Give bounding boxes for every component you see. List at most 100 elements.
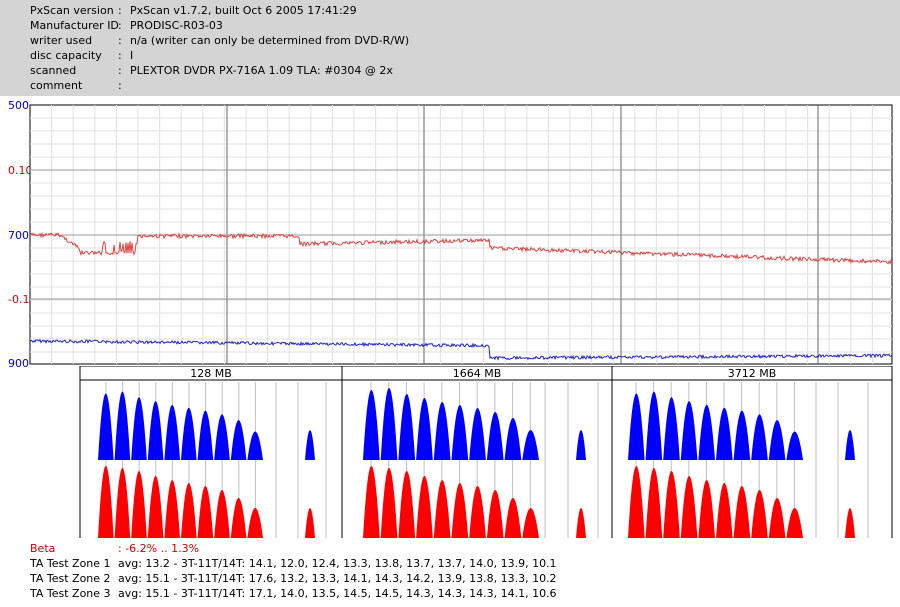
ta-top-bump (214, 414, 230, 460)
ta-zone-row-value: avg: 15.1 - 3T-11T/14T: 17.6, 13.2, 13.3… (118, 572, 557, 585)
ta-zone-row: TA Test Zone 1 avg: 13.2 - 3T-11T/14T: 1… (30, 556, 557, 571)
ta-top-bump (522, 430, 539, 460)
ta-top-bump (380, 388, 398, 460)
header-key: PxScan version (30, 4, 114, 17)
header-colon: : (118, 64, 122, 77)
header-colon: : (118, 34, 122, 47)
ta-bottom-bump (716, 483, 733, 538)
ta-zone-row-value: avg: 13.2 - 3T-11T/14T: 14.1, 12.0, 12.4… (118, 557, 557, 570)
ta-bottom-bump (230, 498, 247, 538)
header-colon: : (118, 49, 122, 62)
beta-value: : -6.2% .. 1.3% (118, 542, 200, 555)
ta-zone-row-label: TA Test Zone 2 (30, 572, 111, 585)
ta-top-bump (433, 402, 451, 460)
ta-bottom-bump (305, 508, 315, 538)
ta-bottom-bump (504, 498, 522, 538)
scan-info-header: PxScan version : PxScan v1.7.2, built Oc… (0, 0, 900, 96)
ta-bottom-bump (181, 483, 197, 538)
ta-bottom-bump (698, 480, 715, 538)
ta-bottom-bump (451, 483, 469, 538)
ta-bottom-bump (576, 508, 586, 538)
header-key: writer used (30, 34, 93, 47)
ta-zone-label: 128 MB (190, 367, 232, 380)
ta-top-bump (845, 430, 855, 460)
ta-bottom-bump (380, 468, 398, 538)
header-key: disc capacity (30, 49, 102, 62)
ta-zone-row: TA Test Zone 3 avg: 15.1 - 3T-11T/14T: 1… (30, 586, 557, 601)
ta-top-bump (751, 414, 768, 460)
ta-bottom-bump (486, 490, 504, 538)
ta-bottom-bump (786, 508, 803, 538)
ta-bottom-bump (645, 468, 663, 538)
ta-bottom-bump (416, 476, 433, 538)
ta-zone-label: 1664 MB (453, 367, 502, 380)
ta-zone-row: TA Test Zone 2 avg: 15.1 - 3T-11T/14T: 1… (30, 571, 557, 586)
ta-top-bump (197, 410, 214, 460)
ta-top-bump (230, 420, 247, 460)
ta-bottom-bump (768, 498, 786, 538)
ta-top-bump (663, 397, 680, 460)
ta-bottom-bump (147, 476, 164, 538)
ta-bottom-bump (398, 471, 416, 538)
ta-bottom-bump (845, 508, 855, 538)
ta-bottom-bump (98, 466, 114, 538)
header-value: I (130, 49, 134, 62)
y-axis-label: 700 (8, 229, 29, 242)
ta-top-bump (768, 420, 786, 460)
header-colon: : (118, 19, 122, 32)
ta-zone-row-label: TA Test Zone 1 (30, 557, 111, 570)
y-axis-label: 900 (8, 357, 29, 370)
ta-top-bump (247, 431, 263, 460)
ta-top-bump (504, 418, 522, 460)
ta-bottom-bump (680, 476, 698, 538)
jitter-plot (29, 104, 893, 365)
ta-zone-row-label: TA Test Zone 3 (30, 587, 111, 600)
lengths-trace (29, 338, 893, 361)
ta-marks (98, 382, 869, 538)
header-value: PLEXTOR DVDR PX-716A 1.09 TLA: #0304 @ 2… (130, 64, 393, 77)
y-axis-label: 500 (8, 99, 29, 112)
ta-bottom-bump (214, 490, 230, 538)
ta-bottom-bump (628, 466, 645, 538)
ta-zone-label: 3712 MB (728, 367, 777, 380)
header-key: Manufacturer ID (30, 19, 119, 32)
beta-label: Beta (30, 542, 56, 555)
ta-top-bump (786, 431, 803, 460)
ta-bottom-bump (363, 466, 380, 538)
ta-top-bump (363, 390, 380, 460)
ta-bottom-bump (197, 486, 214, 538)
ta-zone-row-value: avg: 15.1 - 3T-11T/14T: 17.1, 14.0, 13.5… (118, 587, 557, 600)
ta-bottom-bump (131, 471, 147, 538)
beta-row: Beta : -6.2% .. 1.3% (30, 541, 199, 556)
ta-bottom-bump (433, 480, 451, 538)
ta-top-bump (469, 408, 486, 460)
ta-top-bump (147, 401, 164, 460)
ta-bottom-bump (522, 508, 539, 538)
ta-bottom-bump (114, 468, 131, 538)
header-value: PxScan v1.7.2, built Oct 6 2005 17:41:29 (130, 4, 357, 17)
ta-top-bump (716, 407, 733, 460)
ta-bottom-bump (247, 508, 263, 538)
header-value: n/a (writer can only be determined from … (130, 34, 410, 47)
ta-bottom-bump (751, 490, 768, 538)
ta-top-bump (698, 404, 715, 460)
ta-top-bump (645, 391, 663, 460)
ta-top-bump (486, 412, 504, 460)
header-colon: : (118, 4, 122, 17)
plot-grid (29, 104, 893, 365)
jitter-trace (29, 231, 893, 265)
header-value: PRODISC-R03-03 (130, 19, 223, 32)
ta-top-bump (451, 405, 469, 460)
ta-top-bump (181, 407, 197, 460)
ta-top-bump (416, 398, 433, 460)
y-axis-label: 0.10 (8, 164, 33, 177)
ta-bottom-bump (733, 486, 751, 538)
ta-top-bump (733, 410, 751, 460)
ta-top-bump (680, 401, 698, 460)
ta-histograms: 128 MB 1664 MB 3712 MB (79, 366, 893, 538)
ta-top-bump (131, 397, 147, 460)
ta-top-bump (398, 394, 416, 460)
ta-bottom-bump (469, 486, 486, 538)
ta-top-bump (114, 391, 131, 460)
header-colon: : (118, 79, 122, 92)
